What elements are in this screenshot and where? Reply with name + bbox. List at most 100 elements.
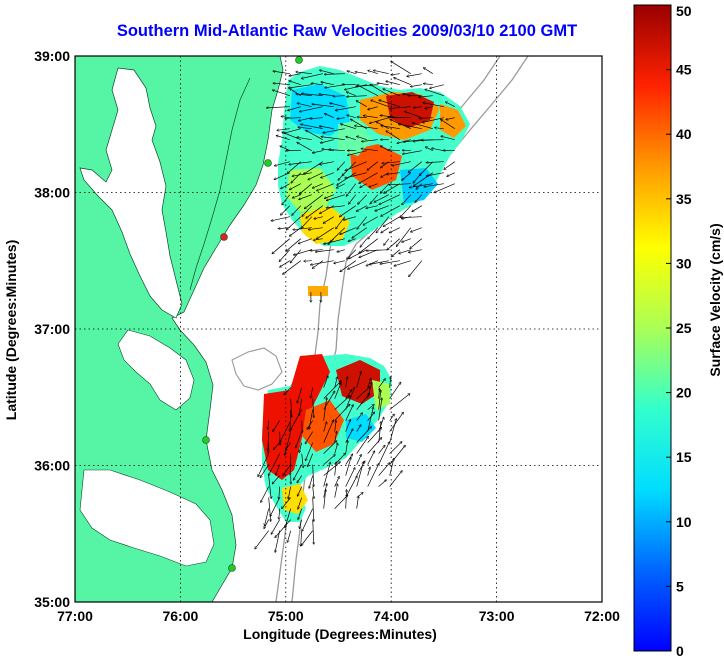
station-marker-alert (220, 233, 228, 241)
velocity-arrow (381, 205, 400, 217)
velocity-arrow (370, 84, 389, 96)
velocity-arrow (301, 124, 323, 130)
velocity-arrow (290, 409, 303, 431)
velocity-arrow (297, 103, 312, 108)
velocity-arrow (390, 106, 411, 109)
x-tick-label: 72:00 (584, 608, 620, 624)
velocity-arrow (283, 464, 291, 476)
plot-frame (74, 55, 603, 603)
velocity-arrow (288, 84, 312, 88)
velocity-arrow (305, 431, 313, 444)
velocity-arrow (290, 453, 291, 476)
velocity-arrow (432, 148, 444, 152)
velocity-arrow (302, 216, 313, 228)
velocity-arrow (446, 117, 455, 120)
velocity-arrow (363, 216, 378, 225)
velocity-arrow (272, 238, 291, 254)
velocity-arrow (310, 250, 323, 251)
velocity-arrow (345, 405, 354, 421)
velocity-arrow (302, 420, 303, 433)
velocity-arrow (367, 161, 379, 171)
velocity-arrow (326, 205, 345, 208)
velocity-arrow (297, 387, 303, 403)
peninsula-coast (189, 77, 251, 291)
velocity-arrow (377, 83, 389, 86)
velocity-arrow (280, 260, 290, 267)
velocity-arrow (317, 183, 334, 191)
y-tick-label: 36:00 (34, 458, 70, 474)
velocity-arrow (368, 106, 378, 110)
velocity-arrow (370, 117, 389, 124)
velocity-arrow (345, 161, 367, 171)
velocity-arrow (382, 161, 400, 164)
x-tick-label: 76:00 (162, 608, 198, 624)
velocity-arrow (369, 183, 378, 187)
velocity-arrow (299, 519, 303, 529)
velocity-arrow (298, 497, 303, 509)
velocity-arrow (345, 377, 348, 388)
velocity-arrow (320, 139, 334, 143)
velocity-arrow (338, 172, 346, 181)
velocity-arrow (291, 398, 292, 418)
velocity-arrow (387, 238, 401, 250)
velocity-arrow (380, 260, 400, 264)
velocity-arrow (276, 464, 281, 476)
velocity-arrow (402, 150, 411, 151)
velocity-arrow (426, 162, 444, 163)
velocity-arrow (324, 194, 334, 199)
velocity-arrow (357, 136, 367, 141)
velocity-arrow (348, 150, 367, 156)
velocity-arrow (366, 205, 378, 209)
velocity-arrow (321, 82, 334, 86)
velocity-arrow (379, 194, 400, 205)
velocity-arrow (430, 84, 444, 89)
velocity-arrow (274, 172, 290, 180)
velocity-arrow (334, 476, 340, 487)
velocity-arrow (328, 238, 335, 245)
velocity-arrow (356, 413, 363, 421)
velocity-arrow (380, 146, 389, 152)
velocity-arrow (380, 183, 390, 194)
velocity-arrow (315, 249, 334, 252)
velocity-arrow (313, 519, 314, 545)
velocity-arrow (319, 126, 334, 130)
velocity-arrow (323, 455, 336, 465)
velocity-arrow (279, 249, 291, 262)
velocity-arrow (378, 445, 385, 454)
velocity-arrow (296, 72, 312, 75)
velocity-arrow (326, 194, 345, 201)
velocity-arrow (292, 194, 301, 198)
velocity-vectors (255, 61, 456, 552)
velocity-arrow (356, 427, 372, 443)
velocity-arrow (389, 382, 401, 399)
velocity-arrow (309, 409, 314, 430)
velocity-arrow (323, 216, 334, 224)
velocity-arrow (340, 260, 356, 272)
velocity-arrow (376, 216, 390, 233)
velocity-arrow (444, 161, 456, 170)
velocity-arrow (334, 443, 338, 454)
velocity-arrow (299, 442, 303, 453)
velocity-arrow (282, 497, 291, 509)
velocity-arrow (413, 172, 423, 183)
velocity-arrow (378, 480, 387, 487)
velocity-arrow (378, 422, 381, 443)
velocity-arrow (334, 396, 351, 410)
station-marker (295, 56, 303, 64)
velocity-arrow (425, 89, 444, 97)
velocity-arrow (345, 390, 352, 399)
velocity-arrow (277, 128, 290, 131)
velocity-arrow (322, 149, 334, 152)
colorbar-tick-label: 30 (676, 255, 692, 271)
velocity-arrow (425, 106, 433, 109)
velocity-field-small (308, 286, 328, 296)
velocity-arrow (271, 216, 290, 221)
bay-water (79, 67, 183, 319)
velocity-arrow (268, 497, 271, 522)
y-tick-label: 35:00 (34, 594, 70, 610)
velocity-arrow (273, 442, 280, 450)
velocity-arrow (282, 194, 291, 205)
velocity-arrow (389, 183, 411, 185)
velocity-arrow (335, 106, 356, 111)
velocity-arrow (285, 118, 301, 119)
